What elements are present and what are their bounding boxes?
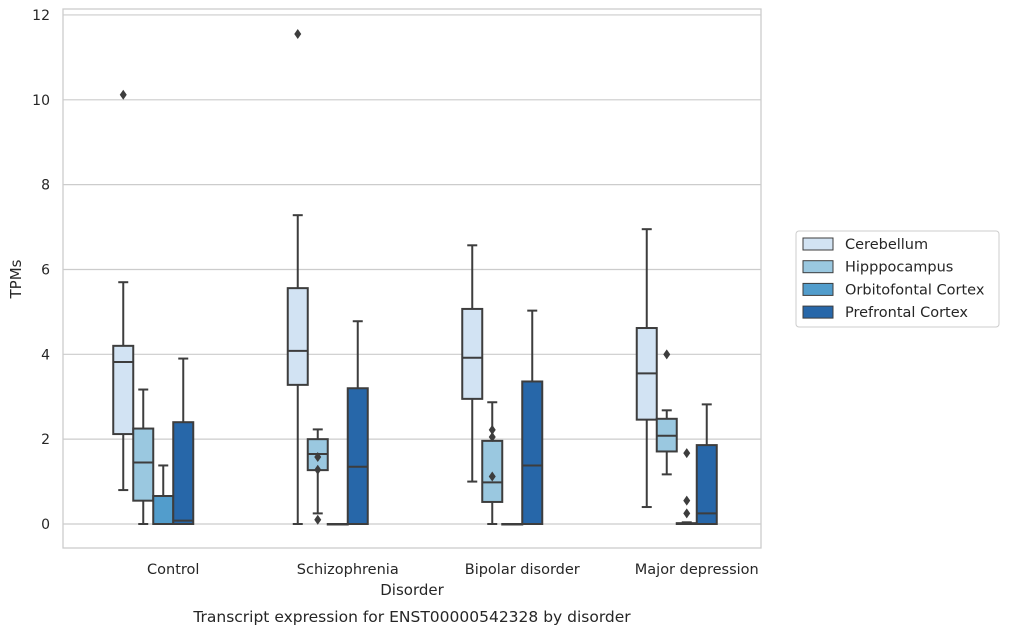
box-body: [481, 439, 504, 503]
y-axis-label: TPMs: [7, 259, 25, 299]
box-series: [112, 29, 718, 526]
box-plot: [635, 228, 658, 509]
box-plot: [695, 403, 718, 525]
x-tick-label: Control: [147, 562, 199, 578]
box-plot: [286, 29, 309, 525]
box-body: [112, 344, 135, 436]
box-plot: [326, 523, 349, 526]
series-cerebellum: [112, 29, 658, 525]
box-body: [172, 421, 195, 525]
box-body: [286, 287, 309, 386]
outlier-point: [488, 424, 496, 435]
series-hipppocampus: [132, 349, 678, 525]
box-plot: [306, 428, 329, 525]
y-tick-label: 6: [41, 262, 50, 278]
legend-label: Cerebellum: [845, 237, 928, 253]
box-plot: [132, 388, 155, 525]
x-tick-label: Schizophrenia: [297, 562, 399, 578]
box-plot: [152, 464, 175, 526]
y-tick-labels: 0 2 4 6 8 10 12: [32, 8, 50, 533]
box-plot: [481, 401, 504, 525]
box-plot: [501, 523, 524, 526]
x-tick-labels: Control Schizophrenia Bipolar disorder Majo…: [147, 562, 759, 578]
x-tick-label: Major depression: [635, 562, 759, 578]
series-orbitofontal-cortex: [152, 448, 698, 526]
legend-swatch: [802, 237, 834, 251]
outlier-point: [294, 29, 302, 40]
outlier-point: [488, 471, 496, 482]
outlier-point: [663, 349, 671, 360]
outlier-point: [314, 464, 322, 475]
box-body: [521, 380, 544, 526]
y-tick-label: 8: [41, 178, 50, 194]
x-tick-label: Bipolar disorder: [465, 562, 580, 578]
outlier-point: [488, 432, 496, 443]
box-plot: [172, 357, 195, 525]
box-plot: [655, 349, 678, 476]
outlier-point: [314, 514, 322, 525]
outlier-point: [683, 448, 691, 459]
box-plot: [521, 309, 544, 526]
outlier-point: [683, 508, 691, 519]
box-body: [461, 307, 484, 400]
box-body: [346, 387, 369, 526]
outlier-point: [314, 451, 322, 462]
outlier-point: [119, 89, 127, 100]
x-axis-label: Disorder: [380, 581, 444, 599]
outlier-point: [683, 495, 691, 506]
box-plot: [112, 89, 135, 492]
legend-label: Hipppocampus: [845, 260, 953, 276]
y-tick-label: 10: [32, 93, 50, 109]
chart-caption: Transcript expression for ENST0000054232…: [192, 608, 631, 626]
legend: Cerebellum Hipppocampus Orbitofontal Corte…: [795, 230, 1000, 328]
plot-area-border: [62, 8, 762, 549]
box-plot: [461, 244, 484, 483]
series-prefrontal-cortex: [172, 309, 718, 526]
box-plot: [675, 448, 698, 526]
legend-label: Prefrontal Cortex: [845, 305, 968, 321]
box-body: [695, 444, 718, 525]
y-tick-label: 4: [41, 347, 50, 363]
box-body: [132, 427, 155, 502]
legend-frame: [795, 230, 1000, 328]
legend-swatch: [802, 260, 834, 274]
legend-swatch: [802, 282, 834, 296]
y-tick-label: 12: [32, 8, 50, 24]
legend-label: Orbitofontal Cortex: [845, 282, 985, 298]
legend-swatch: [802, 305, 834, 319]
box-plot: [346, 320, 369, 526]
y-tick-label: 2: [41, 432, 50, 448]
box-body: [152, 495, 175, 526]
y-tick-label: 0: [41, 517, 50, 533]
